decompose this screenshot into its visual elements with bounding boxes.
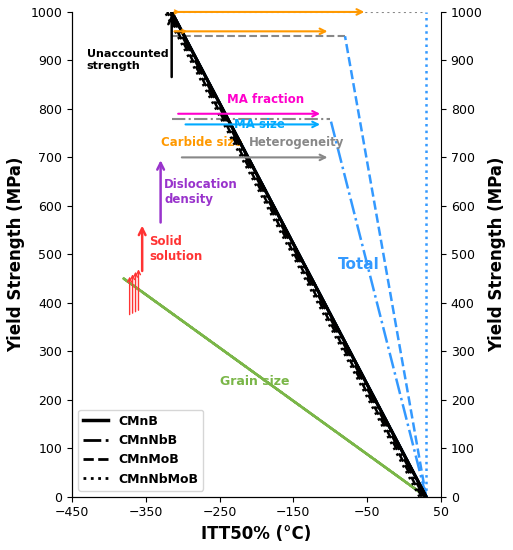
Text: Carbide size: Carbide size bbox=[161, 136, 242, 148]
Text: MA fraction: MA fraction bbox=[227, 94, 304, 107]
Text: Total: Total bbox=[338, 257, 380, 272]
Text: Grain size: Grain size bbox=[220, 375, 289, 388]
X-axis label: ITT50% (°C): ITT50% (°C) bbox=[202, 525, 311, 543]
Text: Solid
solution: Solid solution bbox=[150, 235, 203, 263]
Y-axis label: Yield Strength (MPa): Yield Strength (MPa) bbox=[7, 157, 25, 352]
Text: Unaccounted
strength: Unaccounted strength bbox=[87, 50, 168, 71]
Text: Heterogeneity: Heterogeneity bbox=[249, 136, 345, 148]
Y-axis label: Yield Strength (MPa): Yield Strength (MPa) bbox=[488, 157, 506, 352]
Legend: CMnB, CMnNbB, CMnMoB, CMnNbMoB: CMnB, CMnNbB, CMnMoB, CMnNbMoB bbox=[78, 410, 203, 491]
Text: Dislocation
density: Dislocation density bbox=[164, 178, 238, 206]
Text: MA size: MA size bbox=[234, 118, 285, 131]
